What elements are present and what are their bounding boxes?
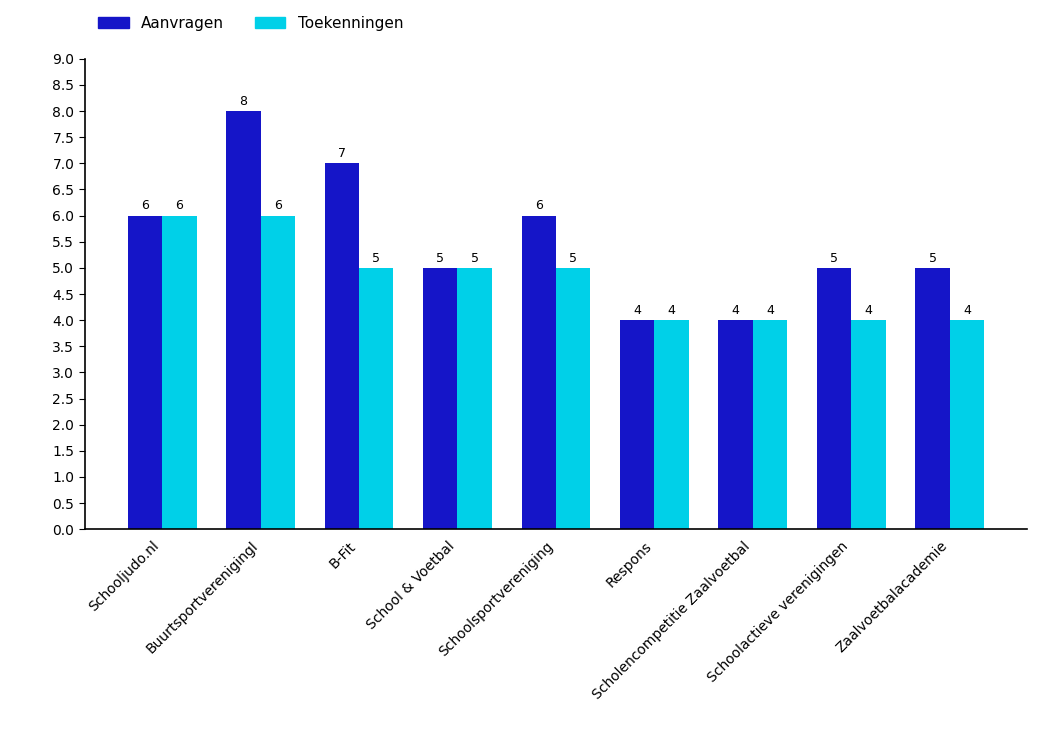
Bar	[851, 320, 886, 529]
Text: 4: 4	[732, 304, 739, 317]
Bar	[718, 320, 753, 529]
Text: 5: 5	[569, 251, 577, 265]
Bar	[127, 215, 162, 529]
Bar	[162, 215, 197, 529]
Bar	[620, 320, 654, 529]
Bar	[816, 268, 851, 529]
Legend: Aanvragen, Toekenningen: Aanvragen, Toekenningen	[92, 10, 409, 37]
Text: 4: 4	[865, 304, 873, 317]
Bar	[915, 268, 950, 529]
Bar	[556, 268, 591, 529]
Text: 8: 8	[239, 95, 248, 108]
Text: 4: 4	[633, 304, 641, 317]
Bar	[521, 215, 556, 529]
Text: 5: 5	[470, 251, 479, 265]
Text: 7: 7	[338, 147, 346, 160]
Bar	[950, 320, 985, 529]
Text: 5: 5	[830, 251, 838, 265]
Text: 5: 5	[929, 251, 936, 265]
Text: 5: 5	[372, 251, 380, 265]
Bar	[423, 268, 457, 529]
Text: 4: 4	[668, 304, 676, 317]
Text: 4: 4	[964, 304, 971, 317]
Bar	[324, 163, 359, 529]
Bar	[359, 268, 394, 529]
Bar	[457, 268, 492, 529]
Text: 6: 6	[141, 199, 148, 212]
Text: 4: 4	[767, 304, 774, 317]
Text: 5: 5	[436, 251, 445, 265]
Text: 6: 6	[274, 199, 282, 212]
Bar	[654, 320, 689, 529]
Text: 6: 6	[176, 199, 183, 212]
Text: 6: 6	[535, 199, 542, 212]
Bar	[261, 215, 295, 529]
Bar	[226, 111, 261, 529]
Bar	[753, 320, 788, 529]
